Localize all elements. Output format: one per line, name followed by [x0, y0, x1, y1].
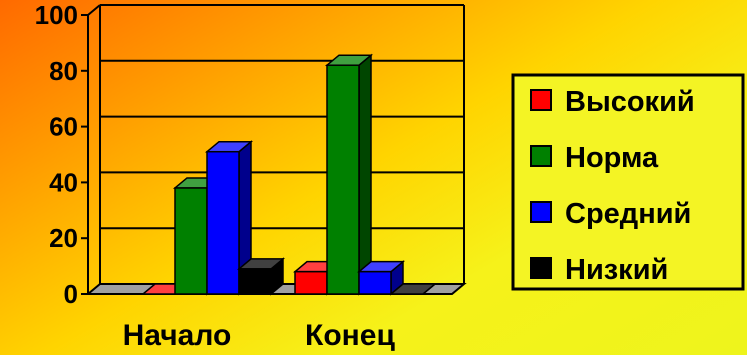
legend-item: Высокий [530, 86, 695, 118]
legend-swatch [530, 89, 552, 111]
bar [324, 53, 374, 296]
y-tick-label: 20 [49, 223, 78, 253]
legend-swatch [530, 201, 552, 223]
legend-item: Низкий [530, 254, 668, 286]
legend-item: Средний [530, 198, 691, 230]
bar-front [294, 270, 328, 295]
legend-swatch [530, 257, 552, 279]
x-tick-label: Начало [123, 319, 232, 352]
legend: Высокий Норма Средний Низкий [511, 73, 745, 291]
legend-swatch [530, 145, 552, 167]
y-axis: 0 20 40 60 80 100 [35, 0, 101, 309]
bar-front [206, 150, 240, 295]
plot-area [85, 4, 467, 295]
bar [356, 260, 406, 296]
y-tick-label: 80 [49, 56, 78, 86]
y-tick-label: 40 [49, 167, 78, 197]
y-tick-label: 60 [49, 112, 78, 142]
legend-item: Норма [530, 142, 659, 174]
legend-label: Норма [565, 142, 659, 174]
bar-top [388, 283, 438, 295]
bar [236, 257, 286, 296]
y-tick-label: 100 [35, 0, 78, 30]
bar-side [358, 53, 372, 296]
bar [204, 140, 254, 296]
bars [140, 53, 438, 296]
bar-front [174, 187, 208, 295]
bar-front [358, 270, 392, 295]
legend-label: Средний [565, 198, 691, 230]
y-tick-label: 0 [64, 279, 78, 309]
bar [388, 283, 438, 295]
axis-depth-edge [87, 4, 101, 16]
x-tick-label: Конец [305, 319, 395, 352]
x-axis: Начало Конец [123, 319, 396, 352]
legend-label: Низкий [565, 254, 668, 286]
bar-front [326, 64, 360, 295]
legend-label: Высокий [565, 86, 695, 118]
bar-front [238, 268, 272, 295]
